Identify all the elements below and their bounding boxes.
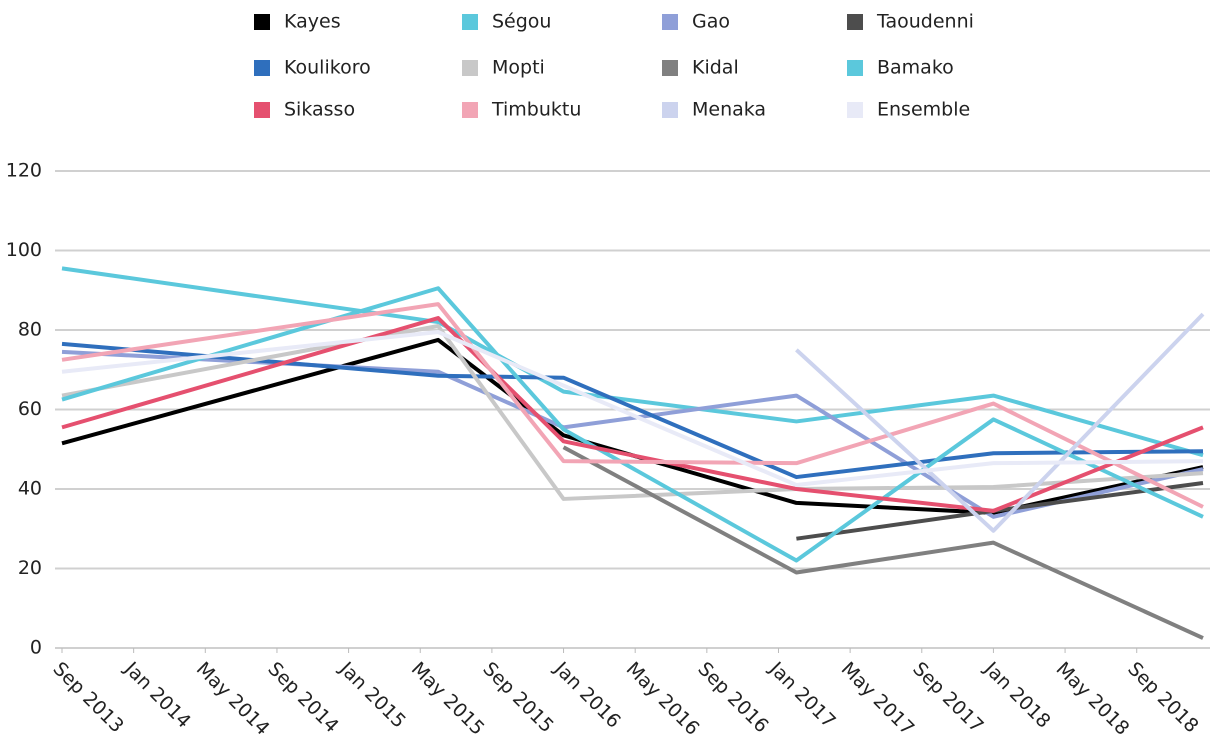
x-tick-label: Jan 2014 — [120, 657, 195, 732]
x-tick-label: Sep 2018 — [1123, 658, 1202, 736]
legend-label: Koulikoro — [284, 57, 371, 79]
y-tick-label: 80 — [18, 319, 42, 341]
legend-label: Taoudenni — [876, 11, 974, 33]
x-tick-label: Jan 2015 — [334, 657, 409, 732]
y-tick-label: 40 — [18, 478, 42, 500]
y-tick-label: 0 — [30, 637, 42, 659]
legend-label: Mopti — [492, 57, 545, 79]
x-tick-label: May 2014 — [192, 658, 274, 736]
legend-swatch — [254, 102, 270, 118]
y-tick-label: 100 — [6, 239, 42, 261]
y-tick-label: 20 — [18, 557, 42, 579]
x-tick-label: May 2016 — [622, 658, 704, 736]
series-line — [61, 302, 1204, 509]
legend-swatch — [462, 102, 478, 118]
x-tick-label: Sep 2016 — [693, 658, 772, 736]
legend-swatch — [254, 60, 270, 76]
legend-swatch — [662, 14, 678, 30]
legend-label: Sikasso — [284, 99, 355, 121]
legend-swatch — [847, 102, 863, 118]
x-tick-label: May 2017 — [837, 658, 919, 736]
series-line — [61, 341, 1204, 480]
y-tick-label: 120 — [6, 160, 42, 182]
legend-label: Ensemble — [877, 99, 970, 121]
y-tick-label: 60 — [18, 398, 42, 420]
legend-swatch — [847, 14, 863, 30]
legend-swatch — [462, 60, 478, 76]
legend-swatch — [662, 60, 678, 76]
legend-swatch — [662, 102, 678, 118]
x-tick-label: Sep 2014 — [264, 658, 343, 736]
legend-label: Ségou — [492, 11, 551, 33]
legend-label: Menaka — [692, 99, 766, 121]
legend-label: Timbuktu — [491, 99, 581, 121]
legend-label: Kayes — [284, 11, 341, 33]
series-line — [795, 312, 1205, 533]
legend-swatch — [254, 14, 270, 30]
x-tick-label: Sep 2013 — [49, 658, 128, 736]
series-line — [796, 481, 1204, 541]
x-tick-label: Sep 2017 — [908, 658, 987, 736]
x-tick-label: May 2018 — [1052, 658, 1134, 736]
x-tick-label: Sep 2015 — [478, 658, 557, 736]
series-line — [61, 286, 1204, 563]
series-line — [61, 329, 1204, 488]
legend-label: Gao — [692, 11, 730, 33]
legend-label: Bamako — [877, 57, 954, 79]
legend-swatch — [462, 14, 478, 30]
legend-swatch — [847, 60, 863, 76]
x-tick-label: Jan 2016 — [549, 657, 624, 732]
x-tick-label: Jan 2017 — [764, 657, 839, 732]
x-tick-label: May 2015 — [407, 658, 489, 736]
legend-label: Kidal — [692, 57, 739, 79]
series-line — [562, 445, 1204, 640]
x-tick-label: Jan 2018 — [979, 657, 1054, 732]
